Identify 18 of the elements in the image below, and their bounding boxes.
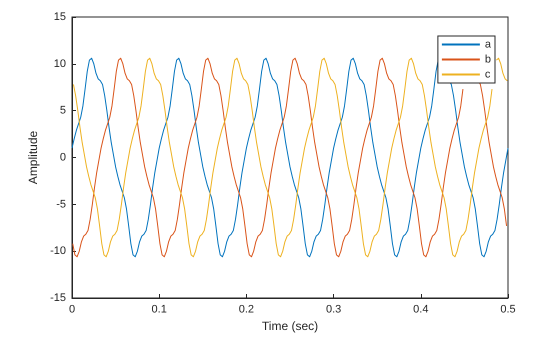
x-axis-title: Time (sec): [262, 319, 318, 333]
y-tick-label: -10: [50, 245, 66, 258]
y-tick-label: 15: [54, 11, 66, 23]
x-tick-label: 0.1: [152, 304, 167, 316]
y-tick-label: -5: [56, 198, 66, 210]
y-tick-label: 5: [60, 104, 66, 117]
y-tick-label: 0: [60, 152, 66, 164]
x-tick-label: 0.4: [413, 304, 428, 316]
x-tick-label: 0.5: [500, 304, 516, 316]
y-tick-label: 10: [54, 58, 66, 70]
x-tick-label: 0.2: [238, 304, 254, 316]
legend-label: b: [484, 54, 492, 66]
y-axis-title: Amplitude: [26, 130, 40, 184]
x-tick-label: 0: [68, 304, 76, 316]
x-tick-label: 0.3: [326, 304, 342, 316]
legend-label: c: [484, 68, 491, 80]
y-tick-label: -15: [50, 292, 66, 304]
legend-label: a: [484, 38, 492, 50]
